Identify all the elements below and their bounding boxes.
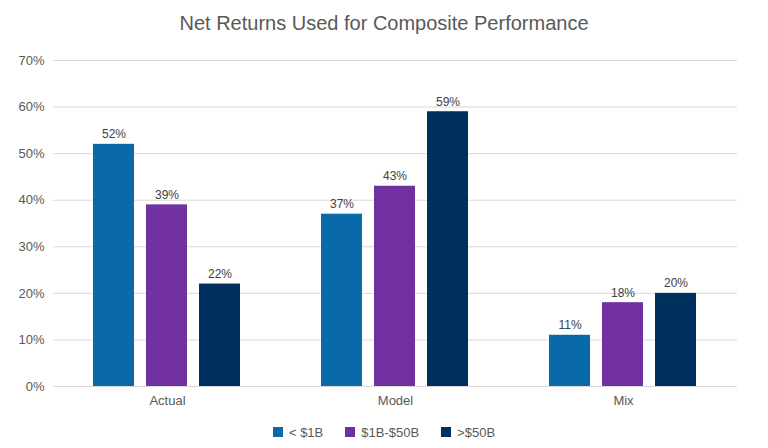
- svg-text:43%: 43%: [383, 169, 407, 183]
- svg-text:11%: 11%: [558, 318, 581, 332]
- svg-text:Model: Model: [378, 393, 414, 408]
- svg-text:50%: 50%: [18, 146, 44, 161]
- html-text:< $1B: < $1B: [288, 424, 324, 440]
- svg-text:37%: 37%: [330, 197, 354, 211]
- svg-text:Actual: Actual: [149, 393, 185, 408]
- svg-text:10%: 10%: [18, 332, 44, 347]
- html-text:>$50B: >$50B: [457, 424, 496, 440]
- svg-text:52%: 52%: [102, 127, 126, 141]
- svg-text:Mix: Mix: [613, 393, 634, 408]
- svg-text:20%: 20%: [18, 286, 44, 301]
- svg-text:60%: 60%: [18, 99, 44, 114]
- svg-text:59%: 59%: [436, 95, 460, 109]
- svg-text:39%: 39%: [155, 188, 179, 202]
- svg-text:18%: 18%: [611, 286, 635, 300]
- html-text:$1B-$50B: $1B-$50B: [361, 424, 420, 440]
- svg-text:0%: 0%: [26, 379, 45, 394]
- svg-text:40%: 40%: [18, 192, 44, 207]
- svg-text:20%: 20%: [664, 276, 688, 290]
- svg-text:22%: 22%: [208, 267, 232, 281]
- svg-text:30%: 30%: [18, 239, 44, 254]
- svg-text:70%: 70%: [18, 53, 44, 68]
- html-text:Net Returns Used for Composite: Net Returns Used for Composite Performan…: [179, 12, 589, 34]
